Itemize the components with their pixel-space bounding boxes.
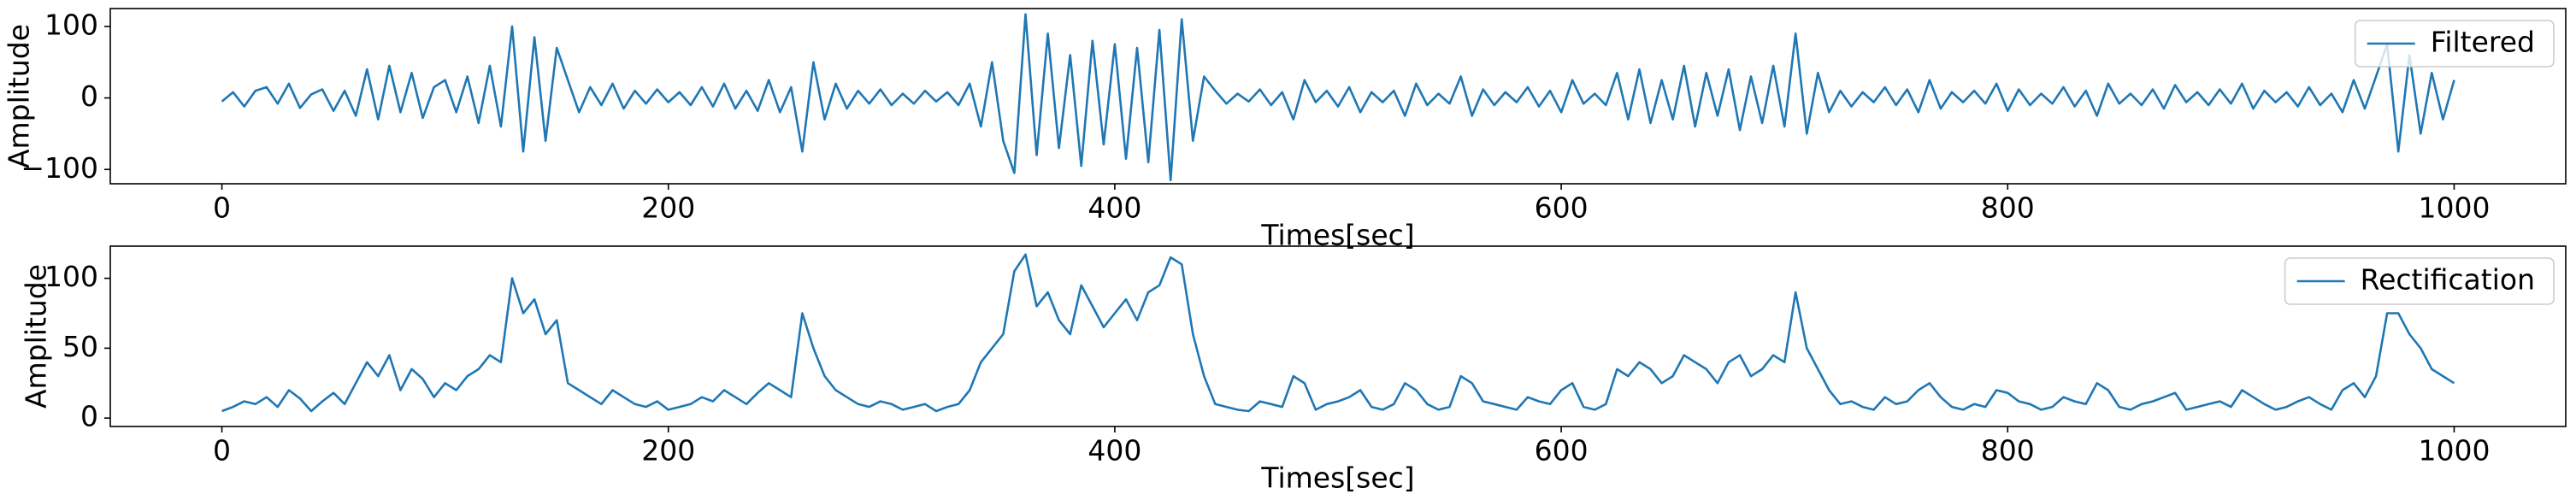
legend-label: Filtered [2431,26,2535,59]
y-axis-label: Amplitude [20,264,53,409]
y-tick-label: 0 [80,79,98,113]
y-tick-label: 100 [44,8,98,41]
x-tick-label: 0 [213,434,231,468]
axes-frame [109,8,2567,185]
legend-box [2354,20,2555,68]
legend-box [2284,257,2555,305]
y-tick-label: −100 [21,151,98,185]
x-tick-label: 200 [641,434,695,468]
series-line [221,13,2455,182]
x-tick-label: 600 [1535,191,1589,225]
x-axis-label: Times[sec] [1260,462,1414,494]
x-tick-label: 800 [1981,191,2035,225]
y-tick-label: 50 [62,330,98,363]
y-tick-label: 0 [80,400,98,433]
x-tick-label: 1000 [2418,434,2490,468]
y-axis-label: Amplitude [3,24,36,168]
x-tick-label: 0 [213,191,231,225]
series-line [221,253,2455,413]
x-tick-label: 800 [1981,434,2035,468]
x-tick-label: 400 [1088,191,1141,225]
x-tick-label: 400 [1088,434,1141,468]
x-tick-label: 200 [641,191,695,225]
legend-label: Rectification [2361,263,2535,297]
y-tick-label: 100 [44,260,98,293]
x-tick-label: 1000 [2418,191,2490,225]
axes-frame [109,245,2567,427]
x-tick-label: 600 [1535,434,1589,468]
